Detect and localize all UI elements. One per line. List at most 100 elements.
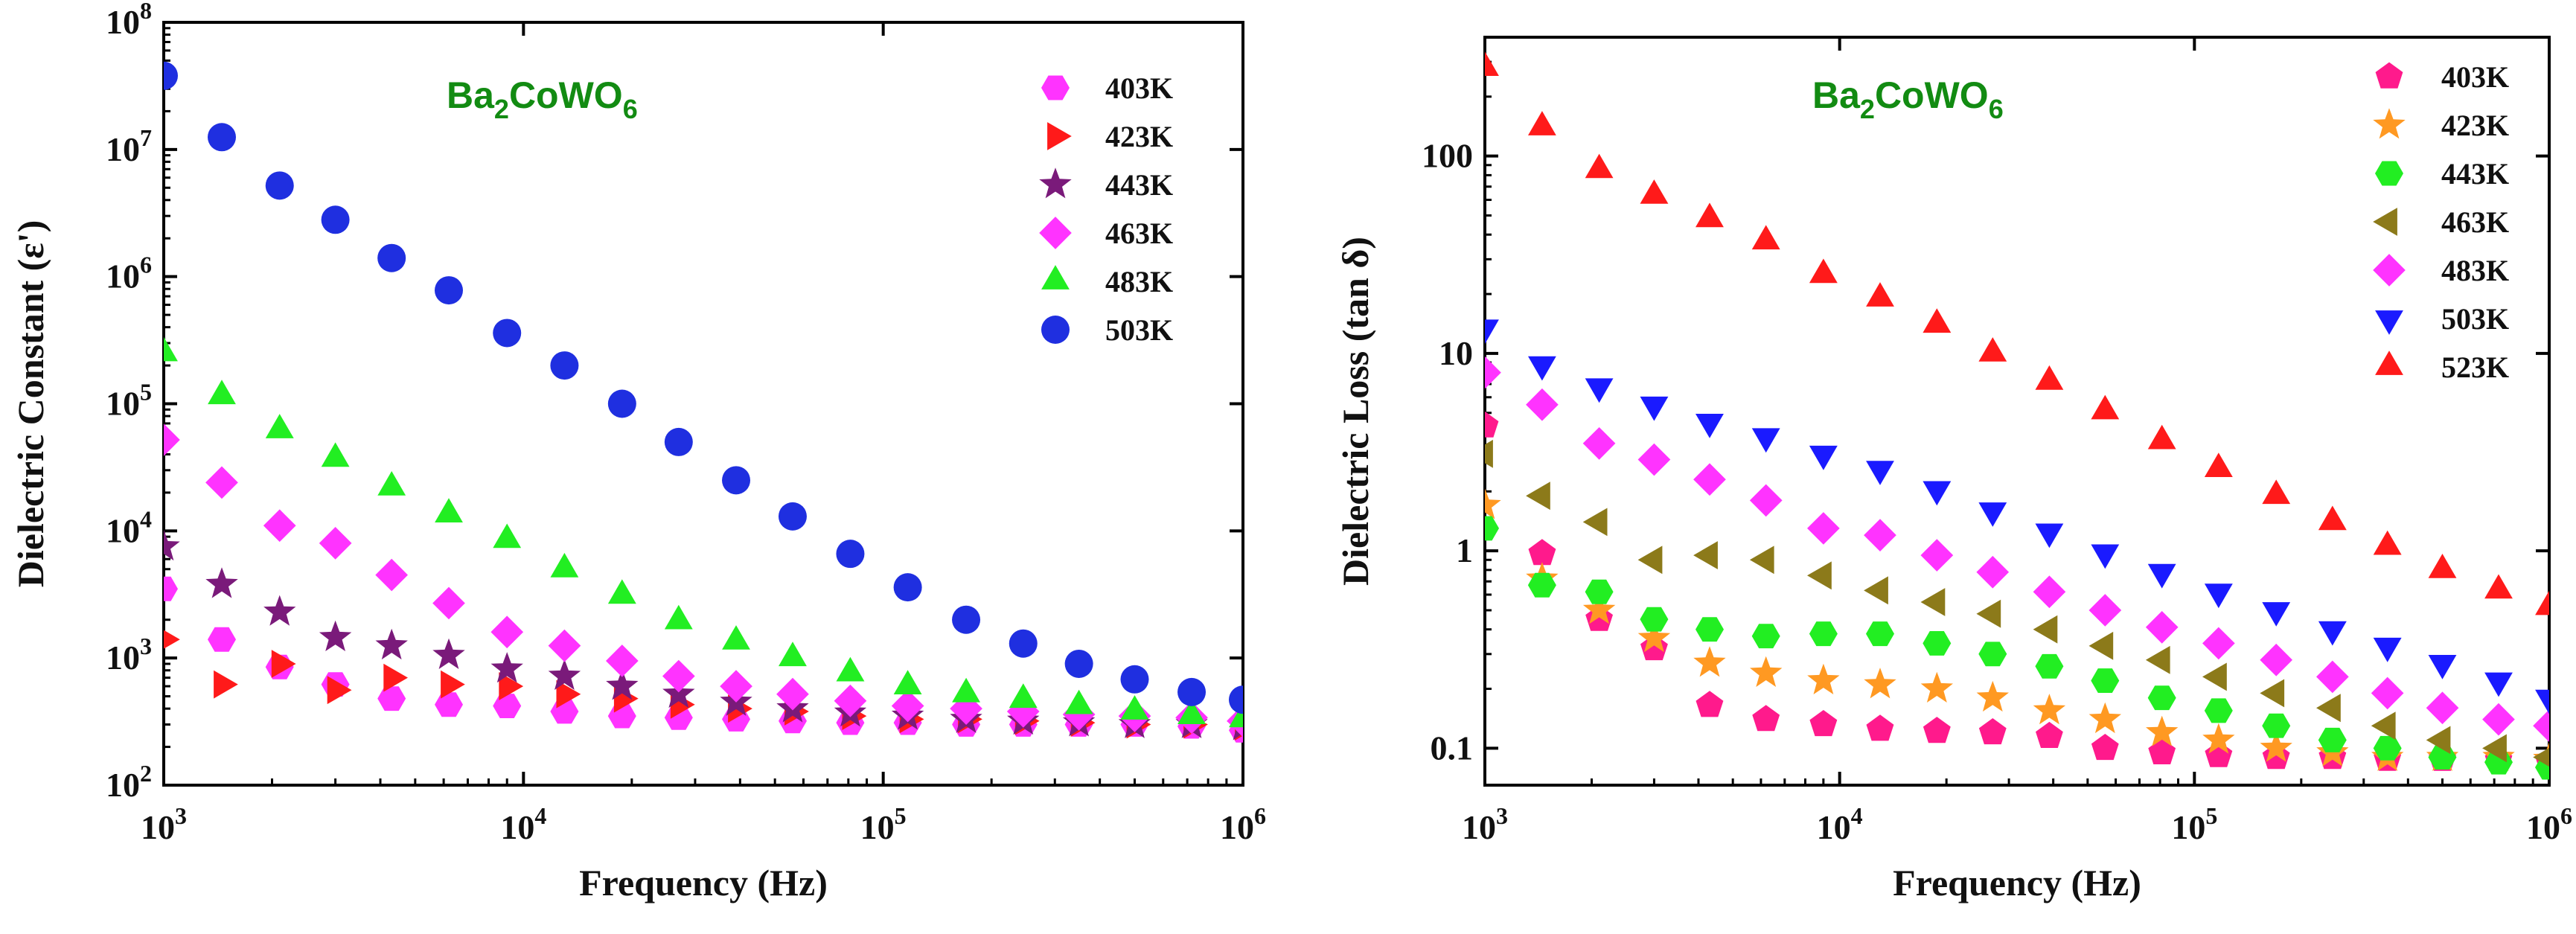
data-point [1485, 439, 1493, 468]
data-point [2318, 621, 2347, 646]
data-point [1923, 308, 1952, 333]
x-tick-label: 104 [500, 802, 546, 846]
data-point [1485, 51, 1499, 76]
data-point [377, 686, 406, 711]
data-point [1582, 427, 1616, 460]
legend-marker [1047, 122, 1072, 150]
series-443K [1485, 516, 2549, 780]
data-point [2318, 505, 2347, 531]
data-point [893, 573, 922, 602]
data-point [1978, 718, 2007, 745]
data-point [2033, 575, 2066, 609]
data-point [2147, 685, 2176, 711]
data-point [2146, 715, 2179, 746]
data-point [435, 692, 463, 717]
data-point [2535, 590, 2549, 615]
data-point [164, 529, 180, 561]
data-point [1528, 356, 1556, 381]
data-point [1485, 411, 1499, 438]
data-point [2088, 594, 2122, 627]
data-point [2371, 711, 2396, 741]
data-point [1923, 717, 1951, 743]
data-point [1749, 546, 1774, 575]
data-point [662, 676, 695, 709]
data-point [207, 123, 236, 152]
data-point [205, 466, 238, 499]
series-443K [164, 529, 1243, 741]
data-point [2535, 689, 2549, 714]
data-point [2033, 615, 2058, 644]
data-point [2260, 643, 2292, 676]
legend-marker [2375, 351, 2403, 375]
legend-marker [2373, 108, 2406, 139]
data-point [606, 644, 639, 677]
data-point [1693, 541, 1718, 569]
data-point [893, 670, 922, 694]
y-tick-label: 100 [1422, 137, 1473, 175]
data-point [891, 689, 924, 723]
data-point [271, 650, 296, 678]
data-point [1696, 617, 1724, 642]
data-point [1640, 607, 1669, 632]
data-point [1229, 685, 1243, 714]
data-point [1864, 519, 1896, 551]
data-point [1866, 461, 1894, 485]
data-point [1864, 576, 1888, 605]
data-point [1526, 388, 1559, 421]
data-point [1693, 463, 1726, 496]
data-point [2428, 554, 2457, 578]
legend-marker [2375, 62, 2403, 89]
data-point [1976, 680, 2009, 712]
series-483K [164, 336, 1243, 728]
data-point [1009, 683, 1038, 709]
data-point [1809, 710, 1838, 737]
legend-label: 503K [1105, 313, 1173, 347]
data-point [2147, 424, 2176, 450]
legend-label: 423K [2441, 109, 2509, 142]
data-point [1920, 588, 1946, 616]
data-point [164, 61, 178, 90]
data-point [1752, 705, 1780, 732]
series-423K [1485, 488, 2549, 773]
legend-label: 483K [2441, 254, 2509, 287]
data-point [779, 642, 807, 667]
data-point [836, 540, 865, 569]
data-point [2145, 611, 2179, 644]
series-523K [1485, 51, 2549, 615]
data-point [435, 498, 463, 522]
data-point [490, 615, 524, 649]
data-point [2428, 655, 2457, 679]
y-tick-label: 108 [106, 0, 152, 41]
data-point [2204, 698, 2233, 723]
data-point [263, 595, 296, 626]
data-point [1485, 516, 1499, 541]
data-point [2091, 734, 2119, 761]
data-point [2316, 694, 2341, 723]
data-point [2426, 691, 2459, 725]
data-point [1807, 663, 1840, 694]
data-point [1177, 677, 1206, 706]
legend-label: 503K [2441, 302, 2509, 336]
data-point [493, 319, 522, 348]
data-point [1749, 484, 1783, 517]
data-point [2202, 627, 2235, 660]
data-point [1751, 624, 1780, 649]
data-point [1120, 665, 1149, 694]
data-point [1064, 649, 1093, 678]
data-point [1527, 572, 1556, 598]
legend-label: 443K [1105, 168, 1173, 202]
data-point [2373, 735, 2402, 761]
data-point [1528, 111, 1556, 135]
data-point [1809, 621, 1838, 647]
data-point [2484, 672, 2513, 697]
data-point [1976, 599, 2001, 628]
data-point [377, 243, 406, 272]
data-point [2426, 726, 2451, 755]
legend-marker [2375, 310, 2403, 335]
data-point [499, 672, 524, 700]
y-tick-label: 104 [106, 505, 152, 549]
data-point [1807, 512, 1840, 545]
y-tick-label: 107 [106, 124, 152, 168]
y-tick-label: 106 [106, 252, 152, 295]
x-tick-label: 106 [2526, 802, 2572, 846]
